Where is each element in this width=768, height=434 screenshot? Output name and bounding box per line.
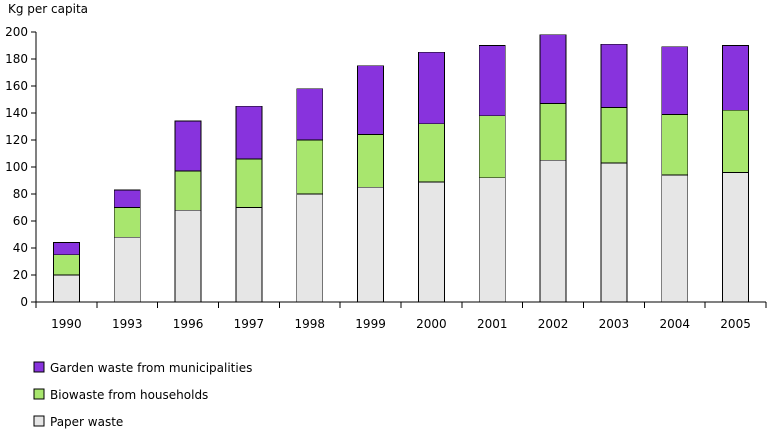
bar-paper-waste-1993 bbox=[113, 236, 141, 303]
y-tick-label: 100 bbox=[5, 160, 28, 174]
y-axis-label: Kg per capita bbox=[8, 2, 88, 16]
x-tick-label: 1996 bbox=[173, 317, 204, 331]
bar-biowaste-from-households-2001 bbox=[478, 115, 506, 179]
y-tick-label: 40 bbox=[13, 241, 28, 255]
x-axis-ticks: 1990 1993 1996 1997 1998 1999 2000 2001 2002 2003… bbox=[35, 302, 767, 331]
bar-garden-waste-from-municipalities-1993 bbox=[113, 189, 141, 208]
y-tick-label: 80 bbox=[13, 187, 28, 201]
y-tick-label: 180 bbox=[5, 52, 28, 66]
legend-swatch bbox=[33, 415, 45, 427]
bar-paper-waste-2003 bbox=[600, 162, 628, 303]
y-axis-ticks: 0 20 40 60 80 100 120 140 160 180 200 bbox=[5, 25, 36, 309]
legend-swatch bbox=[33, 388, 45, 400]
bar-biowaste-from-households-2004 bbox=[661, 113, 689, 176]
x-tick-label: 2003 bbox=[599, 317, 630, 331]
bar-paper-waste-1990 bbox=[53, 274, 80, 303]
bar-biowaste-from-households-2003 bbox=[600, 107, 628, 164]
bar-paper-waste-1997 bbox=[235, 207, 263, 303]
legend-label: Biowaste from households bbox=[50, 388, 208, 402]
x-tick-label: 1997 bbox=[234, 317, 265, 331]
y-tick-label: 0 bbox=[20, 295, 28, 309]
legend-swatch bbox=[33, 361, 45, 373]
x-tick-label: 1998 bbox=[294, 317, 325, 331]
bar-biowaste-from-households-2005 bbox=[722, 109, 749, 173]
bar-garden-waste-from-municipalities-1998 bbox=[296, 88, 324, 141]
legend-label: Garden waste from municipalities bbox=[50, 361, 252, 375]
x-tick-label: 2004 bbox=[659, 317, 690, 331]
bar-biowaste-from-households-1993 bbox=[113, 207, 141, 238]
bar-paper-waste-2004 bbox=[661, 174, 689, 303]
bar-garden-waste-from-municipalities-1990 bbox=[53, 242, 80, 256]
bar-paper-waste-2002 bbox=[539, 159, 567, 303]
x-tick-label: 2002 bbox=[538, 317, 569, 331]
x-tick-label: 1999 bbox=[355, 317, 386, 331]
legend: Garden waste from municipalities Biowaste… bbox=[33, 361, 252, 429]
x-tick-label: 2005 bbox=[720, 317, 751, 331]
y-tick-label: 160 bbox=[5, 79, 28, 93]
bar-garden-waste-from-municipalities-2002 bbox=[539, 34, 567, 104]
bar-garden-waste-from-municipalities-1997 bbox=[235, 105, 263, 160]
axes bbox=[35, 32, 766, 303]
bar-garden-waste-from-municipalities-2000 bbox=[418, 51, 445, 125]
x-tick-label: 1993 bbox=[112, 317, 143, 331]
bars bbox=[53, 34, 749, 303]
bar-paper-waste-2005 bbox=[722, 171, 749, 303]
bar-biowaste-from-households-1998 bbox=[296, 139, 324, 195]
y-tick-label: 20 bbox=[13, 268, 28, 282]
y-tick-label: 140 bbox=[5, 106, 28, 120]
bar-paper-waste-1998 bbox=[296, 193, 324, 303]
bar-biowaste-from-households-2002 bbox=[539, 103, 567, 161]
bar-garden-waste-from-municipalities-1996 bbox=[174, 120, 202, 172]
bar-garden-waste-from-municipalities-2004 bbox=[661, 46, 689, 115]
y-tick-label: 120 bbox=[5, 133, 28, 147]
x-tick-label: 1990 bbox=[51, 317, 82, 331]
bar-paper-waste-2000 bbox=[418, 181, 445, 303]
bar-paper-waste-1999 bbox=[357, 186, 384, 303]
bar-garden-waste-from-municipalities-2001 bbox=[478, 45, 506, 117]
y-tick-label: 200 bbox=[5, 25, 28, 39]
bar-garden-waste-from-municipalities-1999 bbox=[357, 65, 384, 135]
bar-biowaste-from-households-1999 bbox=[357, 134, 384, 188]
bar-biowaste-from-households-1990 bbox=[53, 254, 80, 276]
bar-paper-waste-2001 bbox=[478, 177, 506, 303]
bar-biowaste-from-households-1996 bbox=[174, 170, 202, 211]
legend-label: Paper waste bbox=[50, 415, 123, 429]
y-tick-label: 60 bbox=[13, 214, 28, 228]
bar-garden-waste-from-municipalities-2005 bbox=[722, 45, 749, 111]
bar-paper-waste-1996 bbox=[174, 209, 202, 303]
x-tick-label: 2000 bbox=[416, 317, 447, 331]
bar-garden-waste-from-municipalities-2003 bbox=[600, 43, 628, 109]
x-tick-label: 2001 bbox=[477, 317, 508, 331]
bar-biowaste-from-households-2000 bbox=[418, 123, 445, 183]
bar-biowaste-from-households-1997 bbox=[235, 158, 263, 208]
